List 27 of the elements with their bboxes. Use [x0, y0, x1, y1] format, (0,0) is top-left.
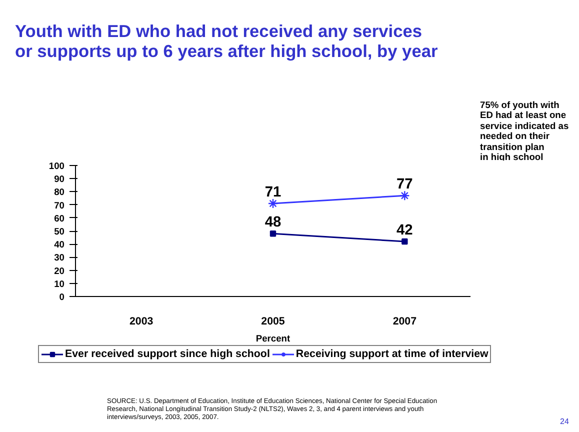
- y-tick-label: 60: [54, 213, 65, 224]
- y-tick-label: 100: [48, 161, 65, 171]
- x-tick-label: 2007: [392, 316, 417, 328]
- chart-title: Youth with ED who had not received any services or supports up to 6 years after high school, by year: [15, 21, 438, 62]
- legend-label: Receiving support at time of interview: [296, 348, 488, 360]
- y-tick-label: 50: [54, 226, 65, 236]
- data-label: 42: [396, 222, 413, 238]
- text: 24: [560, 417, 569, 426]
- y-tick-label: 10: [54, 278, 65, 289]
- point: [268, 198, 278, 209]
- legend-label: Ever received support since high school: [65, 348, 270, 360]
- x-tick-label: 2003: [129, 316, 154, 328]
- point: [270, 230, 276, 237]
- y-tick-label: 0: [59, 292, 65, 302]
- y-tick-label: 20: [54, 266, 65, 276]
- y-tick-label: 90: [54, 174, 65, 184]
- x-axis-title: Percent: [256, 334, 290, 344]
- point: [402, 238, 408, 245]
- data-label: 77: [396, 176, 413, 193]
- y-tick-label: 70: [54, 200, 65, 210]
- data-label: 71: [264, 184, 282, 200]
- data-label: 48: [264, 214, 282, 231]
- y-tick-label: 40: [54, 240, 65, 250]
- y-tick-label: 80: [54, 187, 65, 198]
- point: [400, 190, 410, 201]
- x-tick-label: 2005: [261, 316, 285, 328]
- y-tick-label: 30: [54, 252, 65, 263]
